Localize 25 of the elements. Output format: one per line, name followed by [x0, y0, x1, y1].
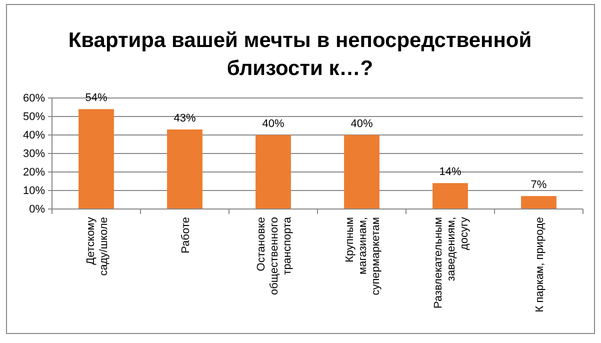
chart-title: Квартира вашей мечты в непосредственной близости к…?: [68, 29, 532, 80]
y-tick-label: 10%: [22, 185, 46, 198]
data-label: 14%: [439, 166, 462, 178]
data-label: 7%: [530, 179, 547, 192]
data-label: 43%: [174, 112, 196, 124]
data-label: 54%: [85, 92, 108, 104]
data-label: 40%: [262, 118, 284, 130]
y-tick-label: 0%: [29, 204, 46, 216]
x-tick-label: Развлекательным заведениям, досугу: [432, 216, 470, 308]
y-tick-label: 20%: [22, 166, 46, 179]
y-tick-label: 50%: [22, 111, 46, 124]
y-tick-label: 60%: [22, 92, 46, 105]
y-tick-label: 40%: [22, 130, 46, 142]
bar: [521, 196, 556, 209]
data-label: 40%: [350, 118, 373, 130]
bar: [78, 109, 114, 209]
bar: [344, 135, 380, 209]
x-tick-label: К паркам, природе: [534, 217, 546, 312]
x-tick-label: Работе: [180, 217, 192, 254]
x-tick-label: Остановке общественного транспорта: [255, 216, 294, 295]
bar: [167, 129, 202, 209]
x-tick-label: Детскому саду/школе: [84, 216, 110, 276]
y-tick-label: 30%: [22, 148, 46, 160]
bar: [256, 135, 291, 209]
bar: [432, 183, 468, 209]
